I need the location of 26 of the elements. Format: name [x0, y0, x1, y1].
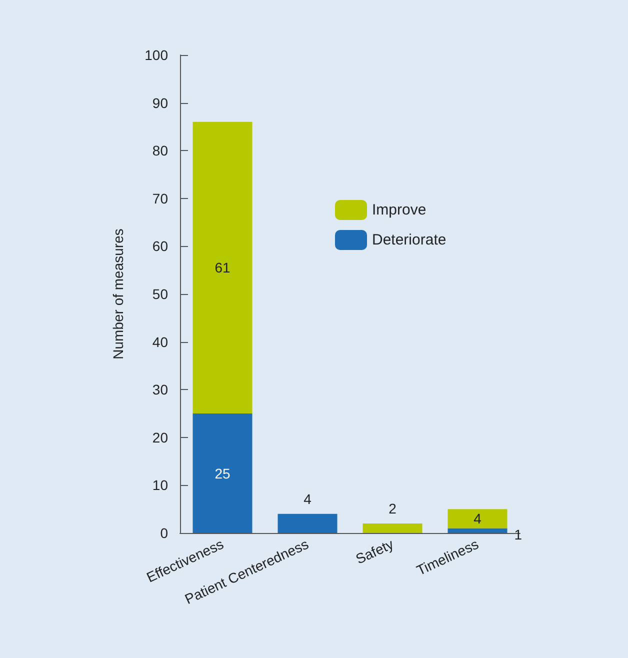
y-tick-label: 20 [152, 429, 168, 446]
y-tick-label: 60 [152, 238, 168, 254]
y-tick-label: 90 [152, 94, 168, 111]
data-label: 4 [474, 510, 482, 527]
data-label: 61 [214, 260, 230, 276]
bar [448, 528, 508, 533]
legend-label: Deteriorate [372, 232, 446, 248]
bar [192, 122, 252, 414]
y-axis-title: Number of measures [110, 228, 126, 360]
y-tick-label: 10 [152, 477, 168, 494]
y-tick-label: 70 [152, 190, 168, 206]
bar [362, 523, 422, 533]
bar [448, 509, 508, 528]
x-tick-label: Safety [353, 536, 396, 568]
y-tick-label: 50 [152, 286, 168, 302]
y-tick-label: 30 [152, 382, 168, 398]
legend-label: Improve [372, 202, 426, 218]
y-tick-label: 100 [144, 47, 168, 63]
y-tick-label: 40 [152, 334, 168, 350]
y-tick-label: 80 [152, 142, 168, 159]
bar [278, 514, 338, 533]
data-label: 4 [304, 490, 312, 507]
y-tick-label: 0 [160, 525, 168, 541]
bar [192, 414, 252, 533]
data-label: 2 [388, 500, 397, 516]
data-label: 25 [214, 465, 230, 482]
